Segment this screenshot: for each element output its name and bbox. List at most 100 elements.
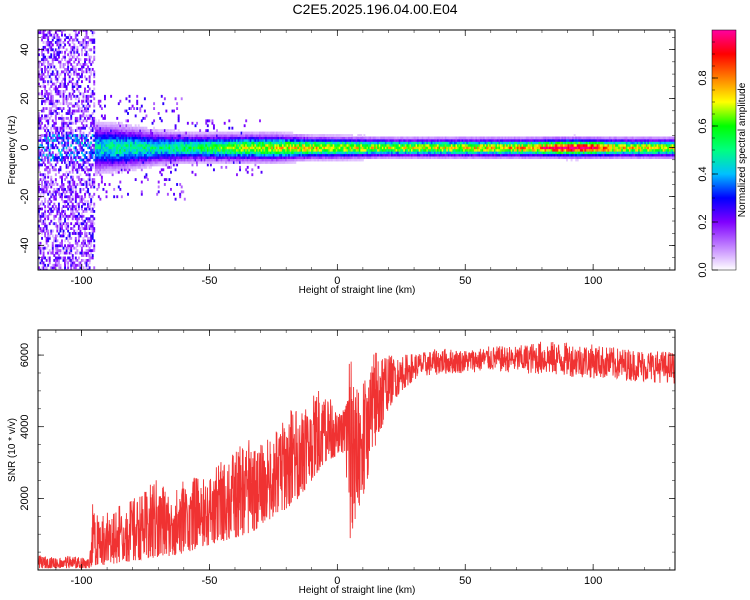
spectrogram-cell [42,229,45,233]
spectrogram-cell [441,156,444,159]
spectrogram-cell [54,131,57,135]
spectrogram-cell [123,146,126,150]
spectrogram-cell [73,151,76,155]
spectrogram-cell [177,156,180,159]
spectrogram-cell [163,129,166,133]
spectrogram-cell [179,156,182,159]
spectrogram-cell [125,124,128,128]
spectrogram-cell [298,153,301,157]
spectrogram-cell [249,134,252,137]
spectrogram-cell [53,55,56,59]
spectrogram-cell [74,97,77,101]
spectrogram-cell [282,134,284,137]
spectrogram-cell [134,163,137,167]
spectrogram-cell [44,178,47,182]
spectrogram-cell [283,158,286,162]
spectrogram-cell [71,134,74,137]
spectrogram-cell [312,138,315,142]
spectrogram-cell [44,175,47,179]
spectrogram-cell [67,67,70,71]
spectrogram-cell [65,205,68,208]
spectrogram-cell [440,143,443,147]
spectrogram-cell [127,146,129,150]
spectrogram-cell [150,129,152,133]
spectrogram-cell [120,151,123,155]
spectrogram-cell [274,136,277,140]
spectrogram-cell [39,65,42,69]
spectrogram-cell [50,43,53,47]
spectrogram-cell [156,146,159,150]
spectrogram-cell [219,156,222,159]
spectrogram-cell [47,124,50,128]
spectrogram-cell [97,99,100,103]
spectrogram-cell [170,187,172,191]
spectrogram-cell [142,138,145,142]
spectrogram-cell [275,134,278,137]
spectrogram-cell [107,151,109,155]
spectrogram-cell [39,261,42,265]
spectrogram-cell [134,131,137,135]
spectrogram-cell [85,50,88,54]
spectrogram-cell [64,217,67,221]
spectrogram-cell [44,246,47,250]
spectrogram-cell [140,151,143,155]
spectrogram-cell [329,153,332,157]
spectrogram-cell [71,151,74,155]
spectrogram-cell [47,26,49,29]
spectrogram-cell [96,173,99,177]
spectrogram-cell [254,143,257,147]
spectrogram-cell [108,131,111,135]
spectrogram-cell [90,197,93,201]
spectrogram-cell [309,136,312,140]
spectrogram-cell [341,156,344,159]
spectrogram-cell [177,148,180,152]
spectrogram-cell [100,129,103,133]
spectrogram-cell [70,185,73,189]
spectrogram-cell [434,151,436,155]
spectrogram-cell [128,126,131,130]
spectrogram-cell [292,141,295,145]
spectrogram-cell [61,121,63,125]
spectrogram-cell [432,146,435,150]
spectrogram-cell [200,146,203,150]
spectrogram-cell [93,173,96,177]
spectrogram-cell [102,148,105,152]
spectrogram-cell [77,109,80,113]
spectrogram-cell [430,136,433,140]
spectrogram-cell [113,121,116,125]
spectrogram-cell [45,266,48,270]
spectrogram-cell [348,148,350,152]
spectrogram-cell [44,134,47,137]
spectrogram-cell [64,43,67,47]
spectrogram-cell [329,143,332,147]
spectrogram-cell [96,153,99,157]
spectrogram-cell [377,136,380,140]
spectrogram-cell [231,131,234,135]
spectrogram-cell [185,146,188,150]
spectrogram-cell [263,141,266,145]
spectrogram-cell [71,207,74,211]
spectrogram-cell [51,190,54,194]
spectrogram-cell [157,148,160,152]
spectrogram-cell [401,156,404,159]
spectrogram-cell [54,129,57,133]
spectrogram-cell [90,99,93,103]
spectrogram-cell [179,192,182,196]
spectrogram-cell [76,129,79,133]
spectrogram-cell [117,102,120,106]
spectrogram-cell [122,158,125,162]
spectrogram-cell [122,134,125,137]
spectrogram-cell [38,197,40,201]
spectrogram-cell [140,153,143,157]
spectrogram-cell [297,151,300,155]
spectrogram-cell [236,148,238,152]
spectrogram-cell [142,153,145,157]
spectrogram-cell [41,72,43,76]
spectrogram-cell [136,153,139,157]
spectrogram-cell [297,153,300,157]
spectrogram-cell [65,251,68,255]
spectrogram-cell [191,148,194,152]
spectrogram-cell [403,143,406,147]
spectrogram-cell [278,136,281,140]
spectrogram-cell [165,153,168,157]
